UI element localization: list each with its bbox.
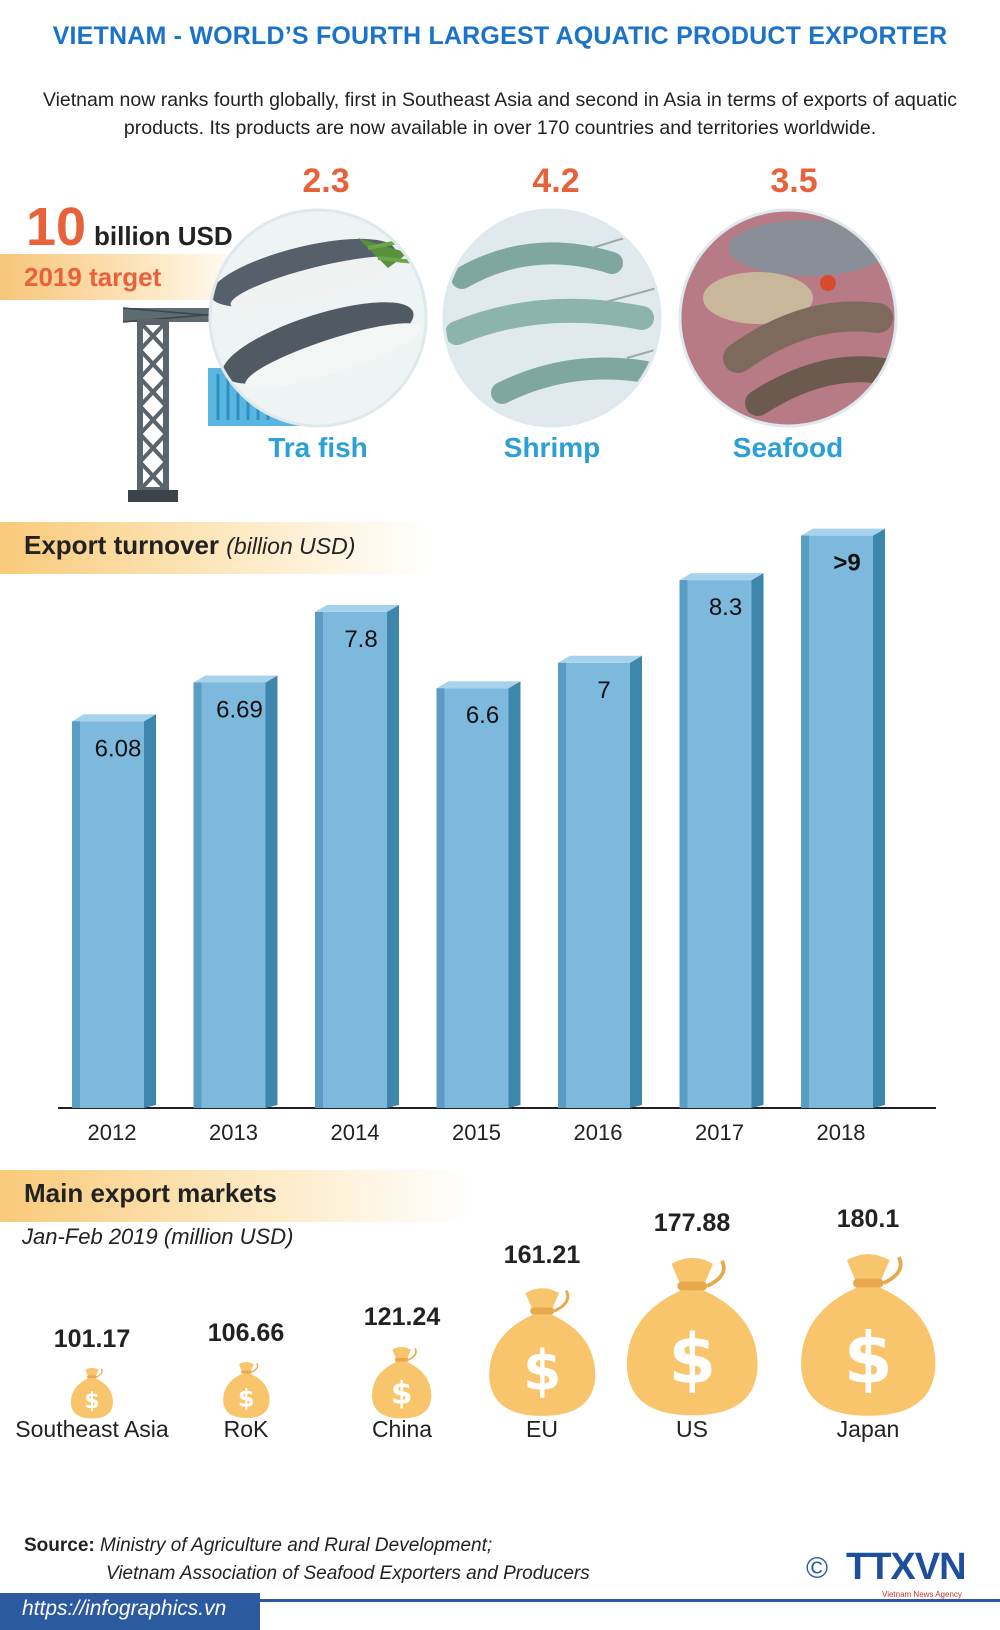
x-tick-label: 2015: [452, 1120, 501, 1145]
market-label: Japan: [836, 1416, 900, 1442]
target-band: [0, 254, 250, 300]
main-markets-title: Main export markets: [24, 1178, 277, 1208]
bar-2017: [679, 573, 764, 1108]
bar-2014: [315, 604, 399, 1108]
tra-fish-image: [208, 208, 428, 428]
target-label: 2019 target: [24, 262, 162, 292]
svg-text:$: $: [238, 1384, 255, 1413]
svg-text:$: $: [668, 1321, 716, 1400]
infographics-link[interactable]: https://infographics.vn: [22, 1597, 227, 1620]
intro-text: Vietnam now ranks fourth globally, first…: [42, 89, 958, 139]
x-tick-label: 2013: [209, 1120, 258, 1145]
copyright-symbol: ©: [806, 1552, 829, 1585]
svg-text:$: $: [391, 1375, 413, 1411]
bar-value-label: 6.08: [95, 735, 142, 762]
x-tick-label: 2014: [331, 1120, 380, 1145]
export-turnover-title-text: Export turnover: [24, 530, 220, 560]
bar-2016: [558, 655, 642, 1108]
bar-2013: [193, 675, 278, 1108]
x-tick-label: 2017: [695, 1120, 744, 1145]
bar-value-label: 7.8: [344, 626, 377, 653]
x-tick-label: 2018: [817, 1120, 866, 1145]
source-label: Source:: [24, 1535, 95, 1556]
market-value: 121.24: [363, 1302, 441, 1331]
export-turnover-title: Export turnover (billion USD): [24, 530, 355, 561]
main-markets-chart: $101.17 Southeast Asia $106.66 RoK $121.24 Ch…: [0, 1205, 1000, 1490]
tra-fish-value: 2.3: [302, 162, 350, 200]
market-value: 101.17: [53, 1325, 131, 1353]
market-value: 177.88: [653, 1209, 731, 1238]
bar-value-label: 8.3: [709, 594, 742, 621]
market-label: RoK: [223, 1416, 269, 1442]
main-markets-subtitle: Jan-Feb 2019 (million USD): [22, 1224, 294, 1249]
svg-text:$: $: [84, 1389, 99, 1414]
market-value: 161.21: [503, 1241, 581, 1270]
bar-value-label: >9: [833, 550, 860, 577]
money-bag-icon: $: [626, 1258, 758, 1416]
page-title: VIETNAM - WORLD’S FOURTH LARGEST AQUATIC…: [52, 22, 948, 50]
export-turnover-band: [0, 522, 430, 574]
svg-text:$: $: [844, 1317, 893, 1399]
bar-value-label: 6.6: [466, 702, 499, 729]
money-bag-icon: $: [488, 1288, 596, 1417]
bar-2015: [436, 681, 521, 1108]
ttxvn-logo: TTXVN: [846, 1546, 967, 1588]
bar-2012: [72, 714, 156, 1108]
market-label: US: [676, 1416, 708, 1442]
target-value: 10: [26, 197, 87, 257]
export-turnover-unit: (billion USD): [226, 533, 356, 559]
source-line-2: Vietnam Association of Seafood Exporters…: [106, 1563, 590, 1584]
target-unit: billion USD: [94, 221, 233, 251]
seafood-label: Seafood: [732, 432, 844, 463]
tra-fish-label: Tra fish: [268, 432, 368, 463]
source-line-1: Ministry of Agriculture and Rural Develo…: [100, 1535, 493, 1556]
ttxvn-logo-subtitle: Vietnam News Agency: [882, 1590, 962, 1599]
market-label: China: [371, 1416, 433, 1442]
money-bag-icon: $: [70, 1367, 114, 1419]
x-tick-label: 2012: [88, 1120, 137, 1145]
seafood-value: 3.5: [770, 162, 818, 200]
market-value: 106.66: [207, 1319, 285, 1348]
url-band: [0, 1593, 1000, 1630]
money-bag-icon: $: [222, 1362, 270, 1419]
money-bag-icon: $: [372, 1346, 432, 1418]
bar-value-label: 6.69: [216, 697, 263, 724]
source-note: Source: Ministry of Agriculture and Rura…: [24, 1532, 590, 1588]
x-tick-label: 2016: [574, 1120, 623, 1145]
market-label: Southeast Asia: [15, 1416, 169, 1442]
shrimp-image: [442, 208, 662, 428]
market-label: EU: [526, 1416, 558, 1442]
shrimp-value: 4.2: [532, 162, 580, 200]
shrimp-label: Shrimp: [503, 432, 601, 463]
export-turnover-chart: 6.08 2012 6.69 2013 7.8 2014 6.6 2015 7 2016 8.3 20…: [58, 528, 936, 1145]
svg-text:$: $: [523, 1340, 562, 1404]
main-markets-band: [0, 1170, 470, 1222]
market-value: 180.1: [836, 1204, 900, 1233]
bar-2018: [801, 528, 885, 1108]
bar-value-label: 7: [597, 677, 610, 704]
seafood-image: [678, 208, 898, 428]
money-bag-icon: $: [800, 1253, 936, 1416]
